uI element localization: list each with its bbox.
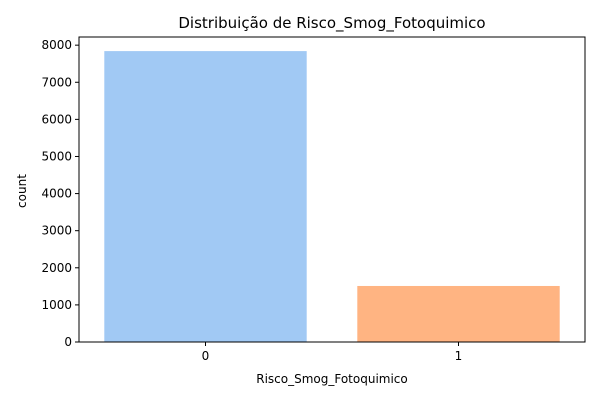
y-axis-label: count [15,174,29,208]
y-tick-label-6000: 6000 [41,112,72,126]
y-tick-label-3000: 3000 [41,224,72,238]
y-tick-label-5000: 5000 [41,149,72,163]
y-tick-label-4000: 4000 [41,187,72,201]
y-tick-label-2000: 2000 [41,261,72,275]
y-axis: 0 1000 2000 3000 4000 5000 6000 7000 8000 [41,38,79,349]
x-tick-label-1: 1 [455,349,463,363]
y-tick-label-8000: 8000 [41,38,72,52]
y-tick-label-1000: 1000 [41,298,72,312]
y-tick-label-7000: 7000 [41,75,72,89]
plot-area [78,36,586,343]
chart-title: Distribuição de Risco_Smog_Fotoquimico [178,14,485,33]
x-tick-label-0: 0 [202,349,210,363]
plot-frame [78,36,586,343]
y-tick-label-0: 0 [64,335,72,349]
x-axis-label: Risco_Smog_Fotoquimico [256,372,408,386]
bar-1 [357,285,560,342]
bar-0 [104,51,307,342]
